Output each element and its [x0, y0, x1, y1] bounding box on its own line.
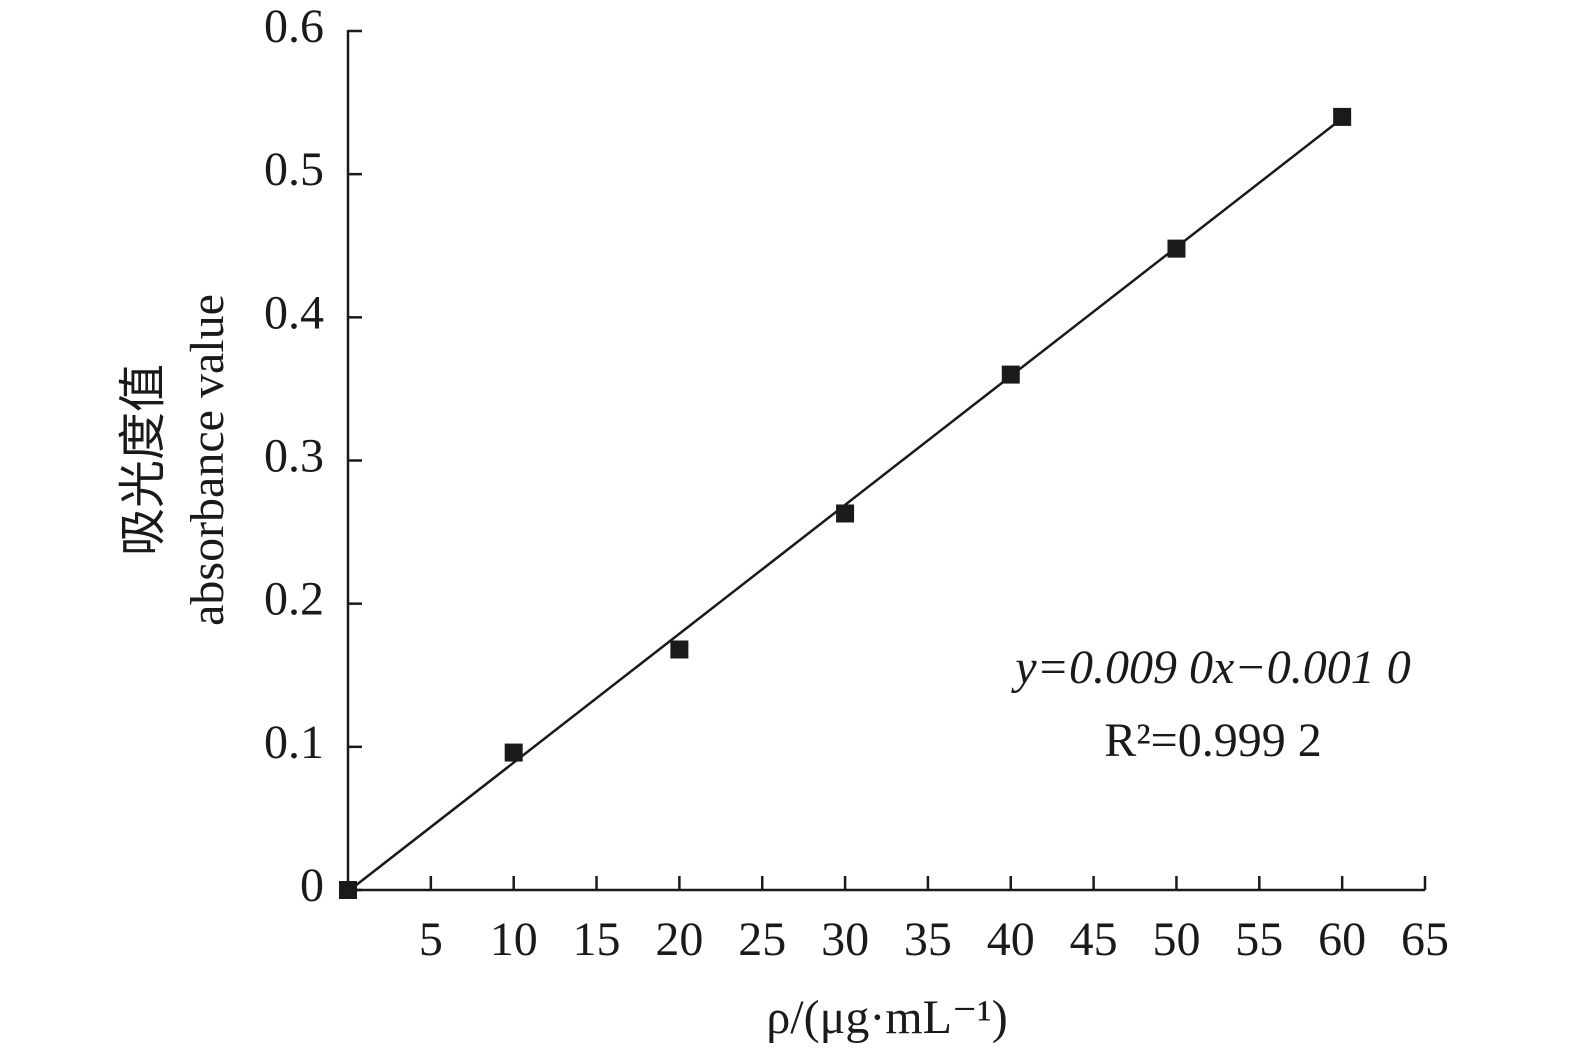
x-tick-label: 20 [655, 913, 703, 966]
y-tick-label: 0.6 [264, 0, 324, 53]
x-tick-label: 15 [573, 913, 621, 966]
x-tick-label: 10 [490, 913, 538, 966]
x-tick-label: 50 [1152, 913, 1200, 966]
x-tick-label: 30 [821, 913, 869, 966]
point [339, 881, 357, 899]
point [1333, 107, 1352, 126]
point [670, 640, 689, 659]
x-tick-label: 25 [738, 913, 786, 966]
x-tick-label: 5 [419, 913, 443, 966]
x-tick-label: 35 [904, 913, 952, 966]
y-tick-label: 0 [300, 859, 324, 912]
y-tick-label: 0.2 [264, 573, 324, 626]
y-tick-label: 0.5 [264, 143, 324, 196]
point [836, 504, 855, 523]
x-tick-label: 55 [1235, 913, 1283, 966]
y-axis-label: 吸光度值 [117, 364, 170, 556]
x-tick-label: 40 [987, 913, 1035, 966]
point [504, 743, 523, 762]
equation: y=0.009 0x−0.001 0 [1010, 641, 1410, 694]
y-tick-label: 0.3 [264, 430, 324, 483]
point [1167, 239, 1186, 258]
y-axis-label: absorbance value [181, 294, 234, 626]
x-axis-label: ρ/(μg·mL⁻¹) [766, 991, 1007, 1044]
y-tick-label: 0.1 [264, 716, 324, 769]
x-tick-label: 45 [1070, 913, 1118, 966]
x-tick-label: 60 [1318, 913, 1366, 966]
x-tick-label: 65 [1401, 913, 1449, 966]
r-squared: R²=0.999 2 [1104, 714, 1321, 767]
point [1001, 365, 1020, 384]
y-tick-label: 0.4 [264, 286, 324, 339]
